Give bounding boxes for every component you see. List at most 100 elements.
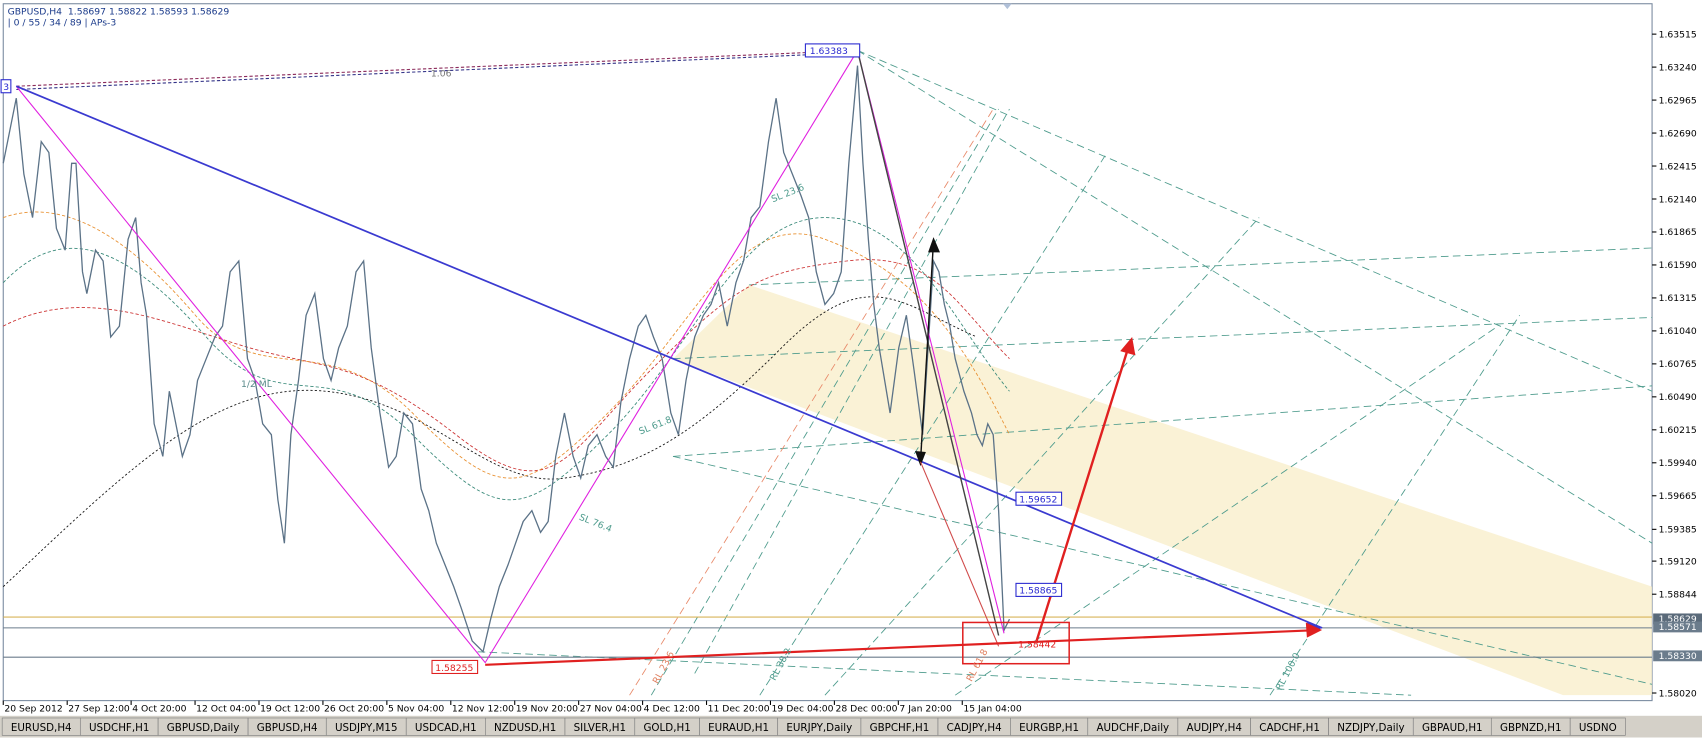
- axis-label: 1.61315: [1659, 293, 1697, 304]
- symbol-tab[interactable]: NZDUSD,H1: [485, 717, 566, 736]
- symbol-tab[interactable]: USDNO: [1569, 717, 1626, 736]
- tab-label: NZDJPY,Daily: [1337, 722, 1404, 734]
- red-arrowhead: [1305, 622, 1323, 638]
- axis-label: 1.62140: [1659, 194, 1697, 205]
- pivot-label: 3: [3, 82, 9, 93]
- black-arrow: [919, 241, 935, 462]
- symbol-tab[interactable]: GBPAUD,H1: [1412, 717, 1492, 736]
- median-trend-line: [15, 85, 1323, 629]
- time-label: 4 Oct 20:00: [132, 703, 186, 714]
- tab-label: USDCHF,H1: [89, 722, 149, 734]
- symbol-tab[interactable]: EURGBP,H1: [1010, 717, 1089, 736]
- tab-background: [1569, 717, 1626, 736]
- time-label: 15 Jan 04:00: [963, 703, 1022, 714]
- tab-label: EURUSD,H4: [11, 722, 72, 734]
- level-label: 1.58865: [1019, 586, 1057, 597]
- zigzag: [15, 49, 1005, 664]
- axis-label: 1.62415: [1659, 161, 1697, 172]
- chart-drawing: [2, 49, 1653, 696]
- price-axis: 1.63515 1.63240 1.62965 1.62690 1.62415 1.621…: [1652, 29, 1702, 699]
- symbol-tab[interactable]: EURUSD,H4: [1, 717, 81, 736]
- symbol-tab[interactable]: USDJPY,M15: [325, 717, 407, 736]
- symbol-tab[interactable]: AUDCHF,Daily: [1087, 717, 1179, 736]
- price-series: [2, 65, 1011, 654]
- symbol-tab[interactable]: EURAUD,H1: [699, 717, 779, 736]
- symbol-tab[interactable]: USDCHF,H1: [79, 717, 159, 736]
- tab-label: AUDCHF,Daily: [1096, 722, 1169, 734]
- line-price-box: [1653, 621, 1702, 633]
- target-label: 1.58442: [1018, 639, 1056, 650]
- symbol-tabs: EURUSD,H4 USDCHF,H1 GBPUSD,Daily GBPUSD,H4 U…: [1, 717, 1626, 736]
- symbol-tab[interactable]: GOLD,H1: [634, 717, 700, 736]
- time-label: 27 Nov 04:00: [580, 703, 642, 714]
- time-label: 19 Nov 20:00: [516, 703, 578, 714]
- black-arrowhead-down: [915, 450, 926, 467]
- time-label: 12 Nov 12:00: [452, 703, 514, 714]
- symbol-tab[interactable]: USDCAD,H1: [405, 717, 486, 736]
- line-price-label: 1.58330: [1659, 651, 1697, 662]
- symbol-tab[interactable]: CADJPY,H4: [937, 717, 1011, 736]
- tab-label: NZDUSD,H1: [494, 722, 556, 734]
- symbol-tab[interactable]: EURJPY,Daily: [777, 717, 862, 736]
- symbol-header: GBPUSD,H4 1.58697 1.58822 1.58593 1.5862…: [8, 7, 230, 18]
- symbol-tab[interactable]: AUDJPY,H4: [1177, 717, 1251, 736]
- axis-label: 1.61865: [1659, 227, 1697, 238]
- high-label-box: [804, 43, 861, 58]
- black-arrowhead-up: [928, 237, 941, 253]
- tab-label: USDJPY,M15: [335, 722, 398, 734]
- axis-label: 1.61040: [1659, 326, 1697, 337]
- symbol-tab[interactable]: CADCHF,H1: [1250, 717, 1329, 736]
- time-label: 28 Dec 00:00: [835, 703, 897, 714]
- moving-average-orange: [3, 211, 1010, 479]
- time-axis: 20 Sep 2012 27 Sep 12:00 4 Oct 20:00 12 Oct…: [2, 700, 1022, 714]
- symbol-tab[interactable]: SILVER,H1: [564, 717, 636, 736]
- axis-label: 1.59120: [1659, 556, 1697, 567]
- axis-label: 1.58020: [1659, 688, 1697, 699]
- fan-lines: [477, 50, 1653, 696]
- red-arrow-line: [485, 628, 1319, 666]
- tab-label: CADJPY,H4: [947, 722, 1002, 734]
- line-price-box: [1653, 650, 1702, 662]
- axis-label: 1.62690: [1659, 128, 1697, 139]
- channel-fill: [672, 284, 1653, 696]
- median-line-label: 1/2 ML: [241, 379, 273, 390]
- time-label: 11 Dec 20:00: [708, 703, 770, 714]
- axis-label: 1.60215: [1659, 425, 1697, 436]
- tab-label: EURGBP,H1: [1019, 722, 1079, 734]
- low-label-box: [431, 659, 479, 675]
- time-label: 5 Nov 04:00: [388, 703, 444, 714]
- high-label: 1.63383: [810, 46, 848, 57]
- time-label: 20 Sep 2012: [4, 703, 62, 714]
- symbol-tab[interactable]: NZDJPY,Daily: [1328, 717, 1414, 736]
- tab-label: USDNO: [1579, 722, 1617, 734]
- tab-label: GBPUSD,Daily: [167, 722, 240, 734]
- axis-label: 1.62965: [1659, 95, 1697, 106]
- chart-frame: [2, 3, 1653, 702]
- dotted-top-line-2: [16, 52, 858, 91]
- time-label: 26 Oct 20:00: [324, 703, 384, 714]
- tab-label: CADCHF,H1: [1259, 722, 1320, 734]
- tab-label: GBPAUD,H1: [1422, 722, 1483, 734]
- time-label: 27 Sep 12:00: [68, 703, 130, 714]
- red-up-arrowhead: [1120, 336, 1136, 356]
- time-label: 12 Oct 04:00: [196, 703, 256, 714]
- dotted-top-line: [16, 49, 858, 87]
- tab-label: SILVER,H1: [574, 722, 626, 734]
- tab-label: EURJPY,Daily: [786, 722, 852, 734]
- symbol-tab[interactable]: GBPCHF,H1: [860, 717, 939, 736]
- line-price-label: 1.58571: [1659, 622, 1697, 633]
- level-label-box: [1015, 582, 1063, 597]
- symbol-tab[interactable]: GBPUSD,H4: [247, 717, 327, 736]
- target-box: [962, 621, 1070, 665]
- symbol-tab[interactable]: GBPNZD,H1: [1490, 717, 1571, 736]
- axis-label: 1.61590: [1659, 260, 1697, 271]
- pivot-box: [0, 79, 12, 94]
- tab-label: EURAUD,H1: [708, 722, 769, 734]
- tab-label: AUDJPY,H4: [1187, 722, 1242, 734]
- axis-label: 1.59665: [1659, 491, 1697, 502]
- symbol-tab[interactable]: GBPUSD,Daily: [157, 717, 249, 736]
- current-price-label: 1.58629: [1659, 614, 1697, 625]
- ratio-label: 1.06: [431, 68, 452, 79]
- current-price-box: [1653, 613, 1702, 625]
